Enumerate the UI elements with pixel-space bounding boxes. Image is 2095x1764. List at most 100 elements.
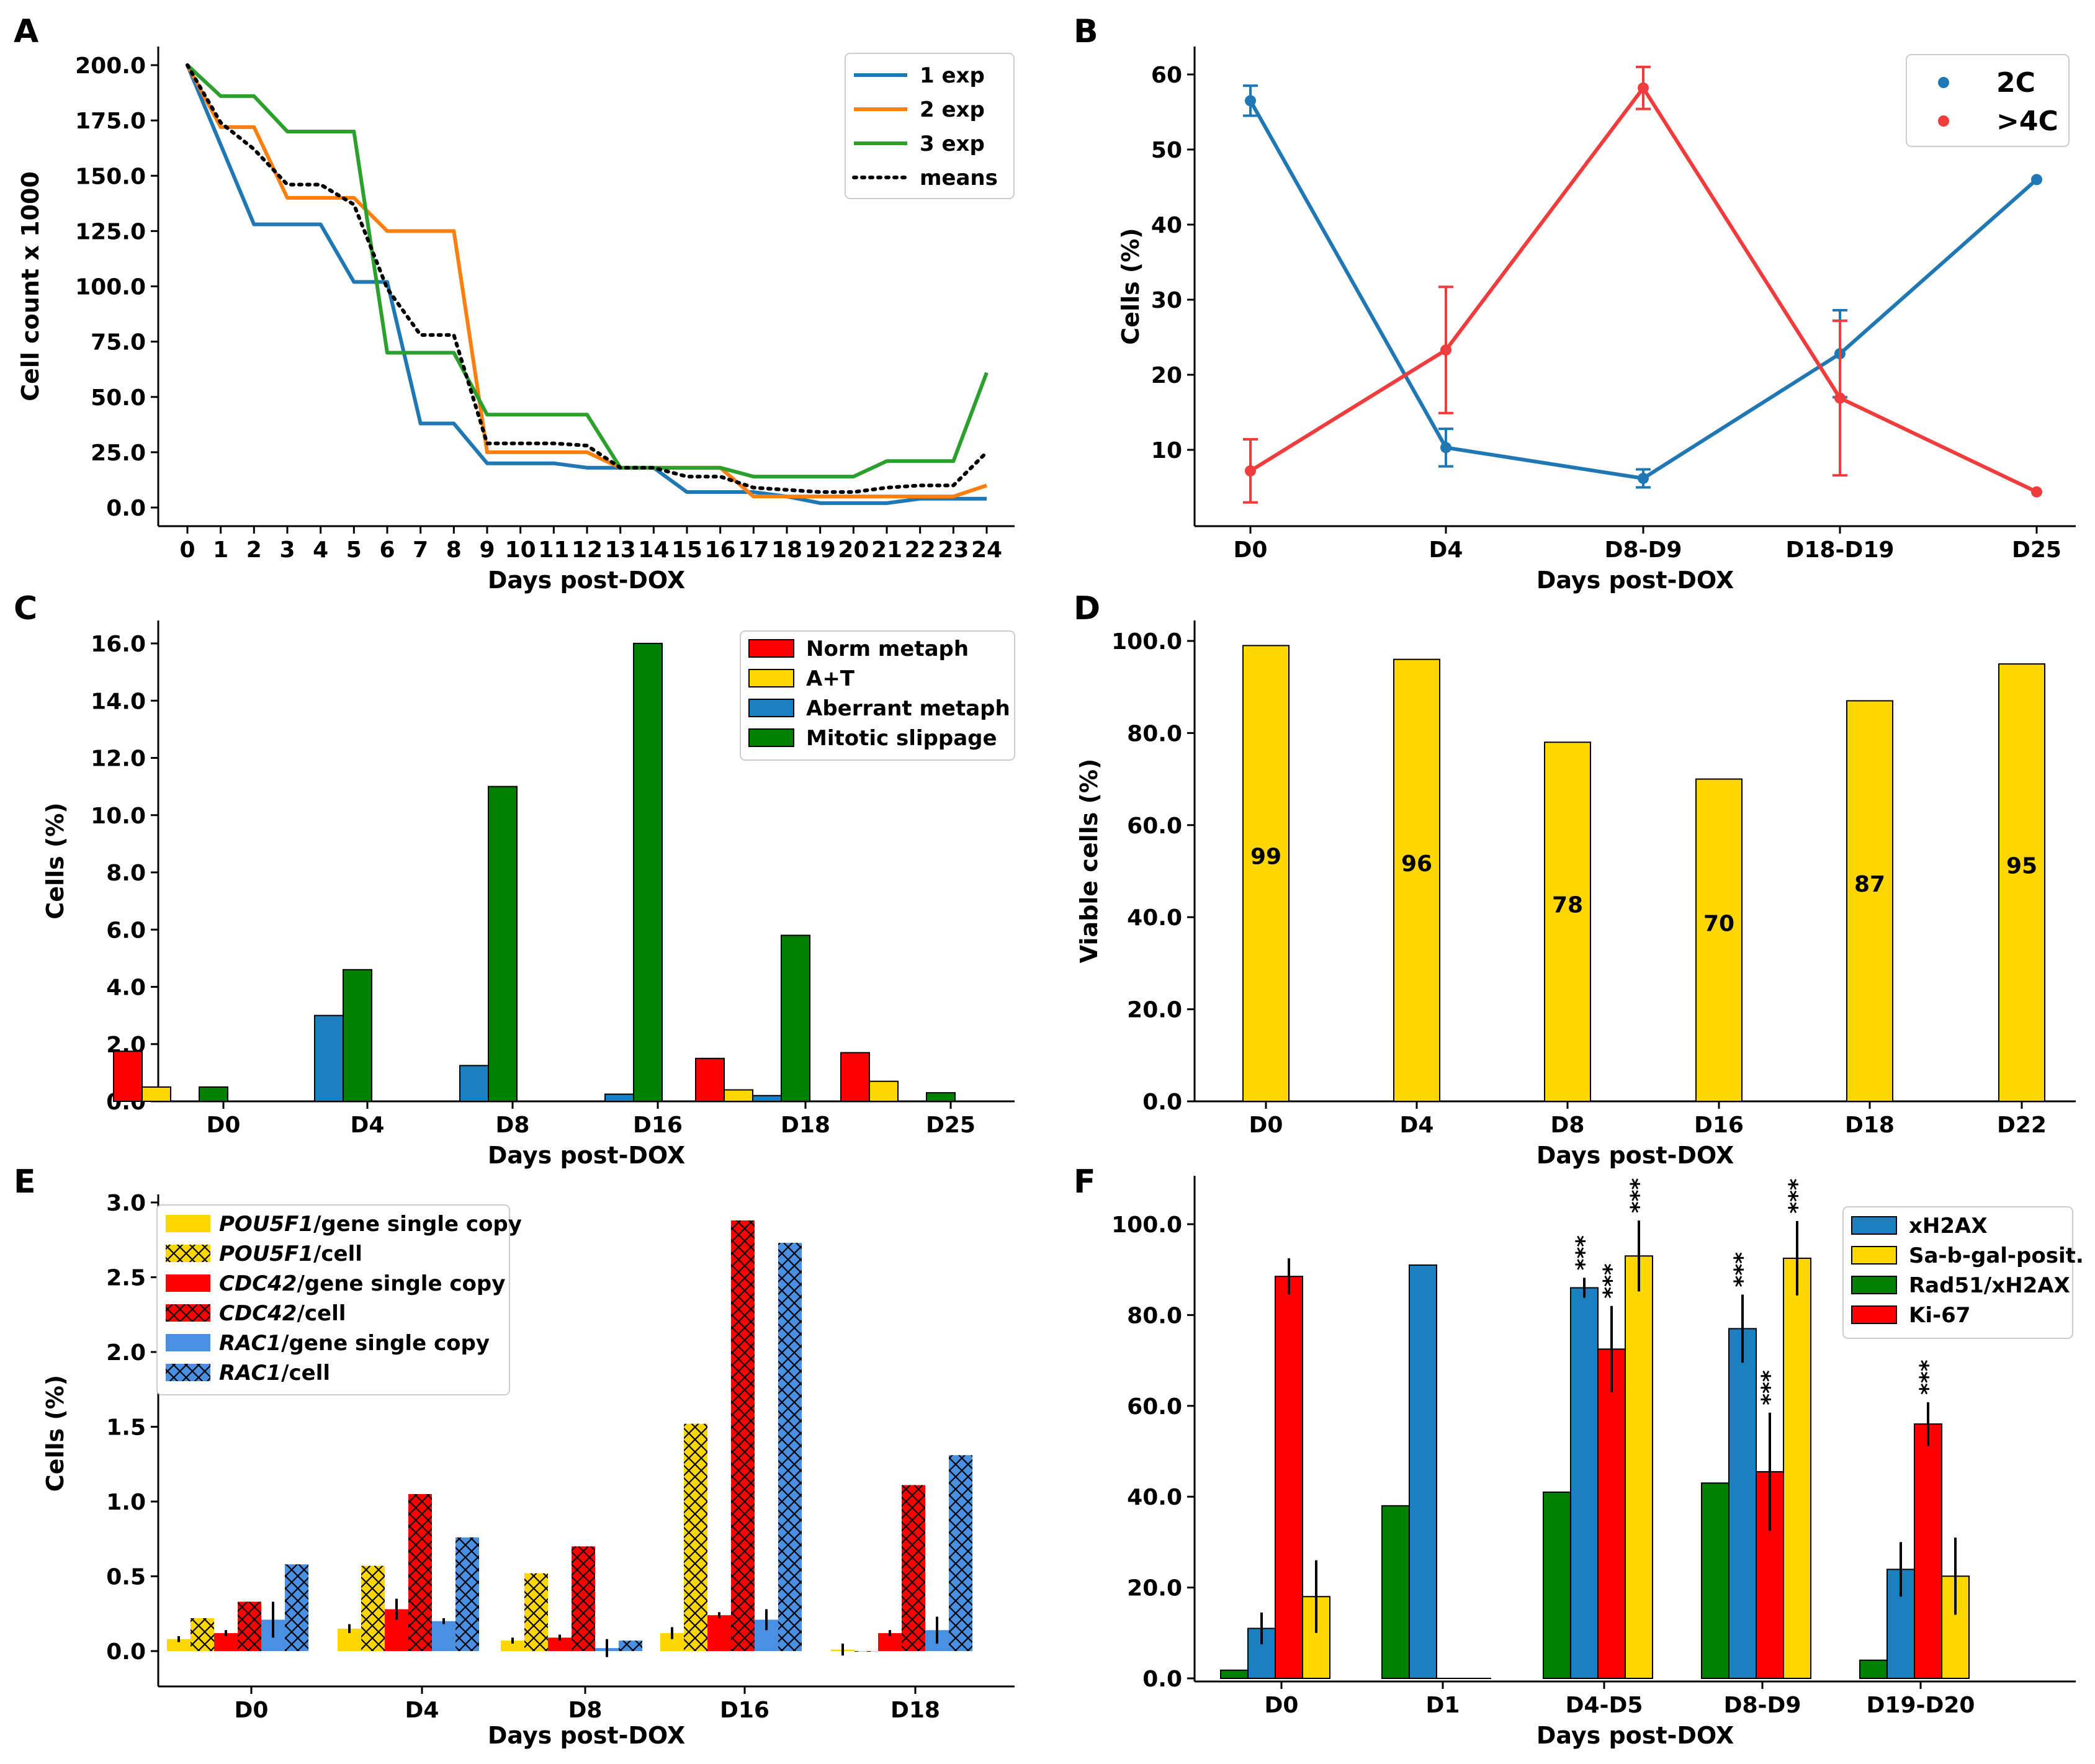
significance-stars: *** [1785, 1178, 1810, 1214]
x-tick-label: D0 [235, 1698, 269, 1723]
y-tick-label: 50.0 [91, 385, 146, 411]
legend-swatch [1851, 1246, 1897, 1265]
legend-box [1842, 1206, 2073, 1339]
bar [1695, 778, 1743, 1102]
y-tick-label: 6.0 [106, 918, 146, 943]
legend-label: A+T [806, 666, 855, 691]
legend-label: 2C [1996, 67, 2035, 99]
bar-Norm-metaph [257, 1101, 287, 1103]
data-point [1638, 82, 1649, 94]
data-label: 87 [1854, 872, 1885, 897]
bar [1393, 658, 1440, 1103]
bar-Rad51-xH2AX [1381, 1505, 1410, 1680]
x-tick-label: D4 [1400, 1113, 1434, 1138]
bar-CDC42-single-copy [214, 1633, 238, 1651]
bar-RAC1-cell [949, 1455, 972, 1651]
y-tick-label: 60 [1151, 63, 1182, 88]
x-tick-label: D0 [1234, 537, 1268, 563]
legend-gene-suffix: /cell [281, 1361, 330, 1386]
data-point [1440, 344, 1451, 356]
bar-RAC1-cell [455, 1537, 479, 1651]
x-tick-label: 6 [379, 537, 395, 563]
x-tick-label: D8-D9 [1724, 1693, 1801, 1718]
data-point [1245, 465, 1256, 477]
bar-Rad51-xH2AX [1859, 1659, 1888, 1679]
y-tick-label: 50 [1151, 138, 1182, 163]
y-tick-label: 1.0 [106, 1490, 146, 1515]
x-tick-label: D18 [781, 1113, 830, 1138]
x-tick-label: 3 [279, 537, 295, 563]
x-tick-label: 1 [213, 537, 228, 563]
bar-AplusT [869, 1080, 899, 1103]
data-point [1834, 392, 1846, 404]
bar-AplusT [431, 1101, 460, 1103]
x-tick-label: 20 [838, 537, 869, 563]
bar-Rad51-xH2AX [1543, 1491, 1571, 1679]
y-tick-label: 100.0 [75, 275, 146, 300]
x-tick-label: 0 [179, 537, 195, 563]
y-tick-label: 80.0 [1127, 1303, 1182, 1328]
bar-CDC42-single-copy [548, 1637, 572, 1651]
legend-label: Norm metaph [806, 637, 969, 661]
bar-RAC1-cell [285, 1564, 308, 1651]
bar-Aberrant-metaph [752, 1095, 782, 1103]
legend-gene-name: POU5F1 [219, 1212, 313, 1237]
bar-AplusT [285, 1101, 315, 1103]
bar-POU5F1-cell [524, 1573, 548, 1651]
x-axis-label: Days post-DOX [488, 1722, 685, 1749]
legend-label: 3 exp [920, 132, 985, 156]
legend-gene-name: CDC42 [219, 1271, 297, 1296]
y-tick-label: 10 [1151, 438, 1182, 463]
bar-CDC42-cell [572, 1546, 595, 1651]
y-tick-label: 0.0 [1142, 1667, 1182, 1692]
legend-swatch [166, 1274, 210, 1292]
bar-Mitotic-slippage [488, 786, 518, 1102]
x-tick-label: D8 [568, 1698, 603, 1723]
x-tick-label: 11 [538, 537, 569, 563]
legend-label: 2 exp [920, 97, 985, 122]
panel-letter: D [1074, 590, 1100, 627]
legend-swatch [748, 669, 794, 687]
bar-Aberrant-metaph [459, 1065, 489, 1102]
bar-Norm-metaph [547, 1101, 577, 1103]
legend-box [845, 53, 1015, 199]
legend-swatch [166, 1245, 210, 1262]
legend-label: >4C [1996, 105, 2058, 137]
bar-Mitotic-slippage [926, 1092, 956, 1102]
bar-Mitotic-slippage [633, 643, 663, 1102]
bar-AplusT [576, 1101, 606, 1103]
bar-Ki-67 [1275, 1276, 1303, 1679]
legend-gene-suffix: /cell [297, 1301, 346, 1326]
series-line-1-exp [186, 64, 987, 505]
x-tick-label: 15 [671, 537, 702, 563]
x-tick-label: 21 [871, 537, 902, 563]
y-tick-label: 125.0 [75, 219, 146, 244]
x-tick-label: 9 [479, 537, 495, 563]
bar-Mitotic-slippage [199, 1086, 228, 1102]
legend-swatch [1851, 1216, 1897, 1235]
legend-swatch [748, 728, 794, 747]
y-axis-label: Cells (%) [42, 802, 69, 919]
x-tick-label: D18 [890, 1698, 940, 1723]
y-tick-label: 25.0 [91, 441, 146, 466]
legend-swatch [1851, 1305, 1897, 1324]
legend-label: RAC1/cell [219, 1361, 330, 1386]
x-axis-label: Days post-DOX [1536, 566, 1734, 594]
x-tick-label: D4 [1429, 537, 1463, 563]
x-tick-label: D25 [926, 1113, 976, 1138]
y-tick-label: 0.0 [1142, 1090, 1182, 1115]
bar-Ki-67 [1597, 1348, 1626, 1680]
bar-AplusT [141, 1086, 171, 1102]
x-tick-label: D4 [405, 1698, 439, 1723]
x-tick-label: 22 [905, 537, 936, 563]
bar-Rad51-xH2AX [1220, 1669, 1249, 1679]
panel-a-line-chart: A 0.0 25.0 50.0 75.0 100.0 125.0 150.0 175.0 200.… [14, 13, 1015, 594]
y-tick-label: 20.0 [1127, 1576, 1182, 1601]
bar-xH2AX [1728, 1328, 1757, 1680]
x-tick-label: D18-D19 [1786, 537, 1895, 563]
series-line->4C [1249, 84, 2038, 494]
y-tick-label: 150.0 [75, 164, 146, 189]
bar-RAC1-single-copy [432, 1621, 455, 1651]
legend-label: POU5F1/gene single copy [219, 1212, 522, 1237]
